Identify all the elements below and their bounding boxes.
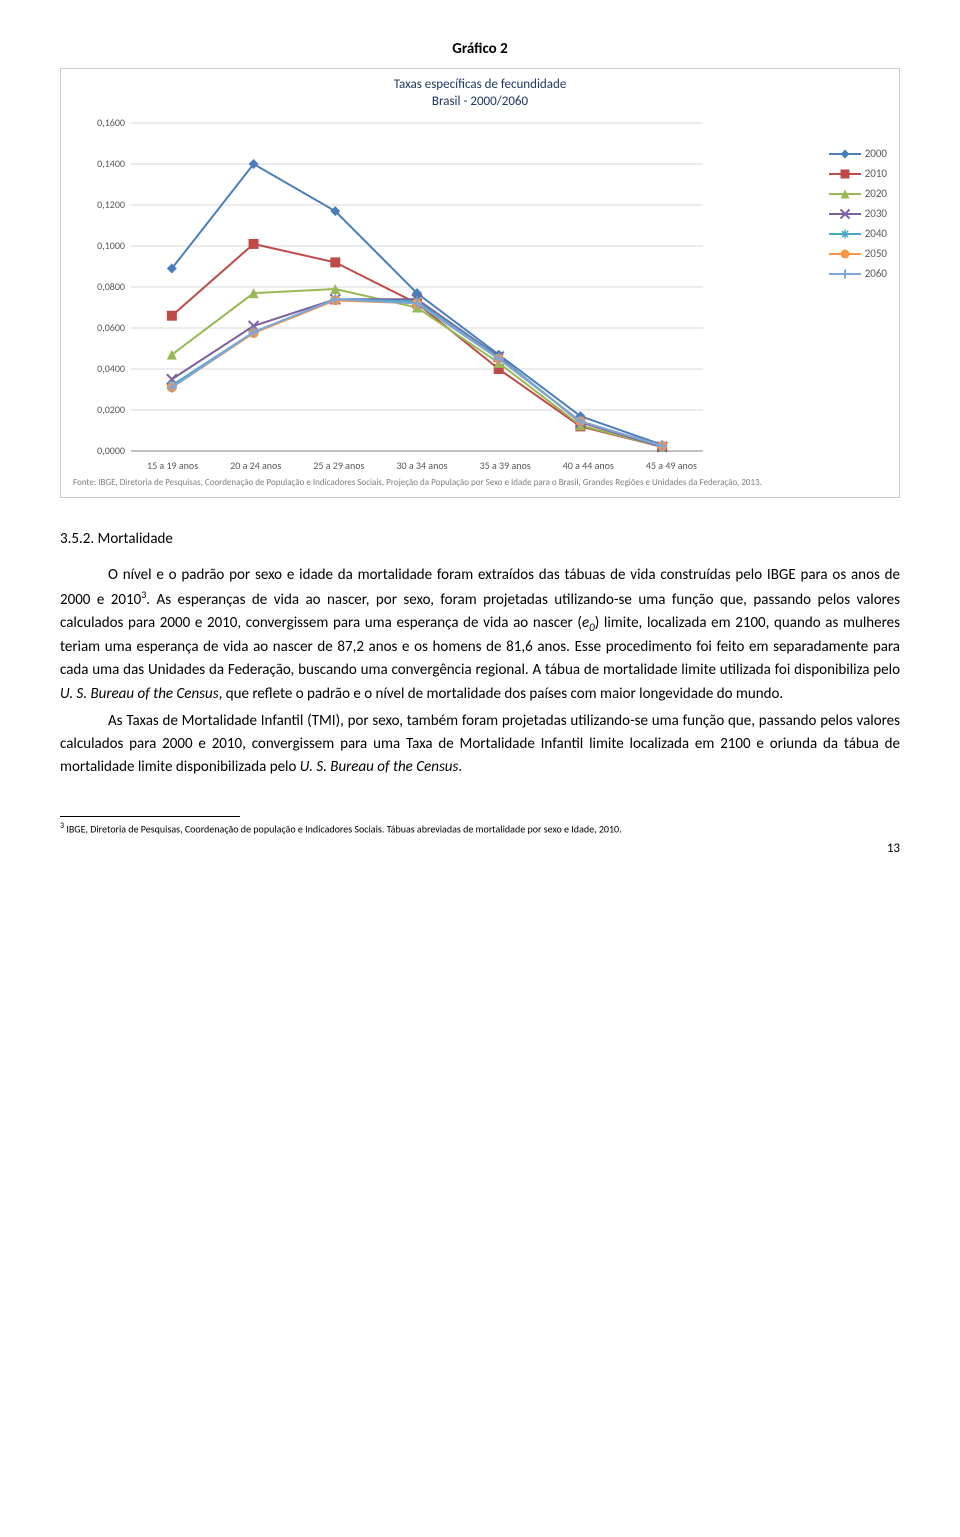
- legend-label: 2040: [865, 227, 887, 240]
- x-axis-labels: 15 a 19 anos20 a 24 anos25 a 29 anos30 a…: [73, 459, 713, 472]
- p2-text-b: .: [458, 758, 462, 776]
- page-number: 13: [60, 841, 900, 856]
- legend-item: 2060: [829, 267, 887, 281]
- p2-emphasis-1: U. S. Bureau of the Census: [300, 758, 459, 776]
- chart-title-line2: Brasil - 2000/2060: [432, 94, 528, 109]
- svg-text:0,1000: 0,1000: [97, 239, 125, 252]
- x-tick-label: 35 a 39 anos: [464, 459, 547, 472]
- legend-label: 2060: [865, 267, 887, 280]
- legend-item: 2010: [829, 167, 887, 181]
- x-tick-label: 30 a 34 anos: [380, 459, 463, 472]
- legend-label: 2000: [865, 147, 887, 160]
- paragraph-1: O nível e o padrão por sexo e idade da m…: [60, 564, 900, 706]
- chart-title: Taxas específicas de fecundidade Brasil …: [73, 77, 887, 111]
- footnote: 3 IBGE, Diretoria de Pesquisas, Coordena…: [60, 821, 900, 835]
- p1-text-d: , que reflete o padrão e o nível de mort…: [219, 685, 784, 703]
- legend-label: 2020: [865, 187, 887, 200]
- legend-label: 2030: [865, 207, 887, 220]
- chart-container: Taxas específicas de fecundidade Brasil …: [60, 68, 900, 498]
- footnote-rule: [60, 816, 240, 817]
- p2-text-a: As Taxas de Mortalidade Infantil (TMI), …: [60, 712, 900, 777]
- x-tick-label: 20 a 24 anos: [214, 459, 297, 472]
- legend-item: 2000: [829, 147, 887, 161]
- svg-text:0,1200: 0,1200: [97, 198, 125, 211]
- svg-text:0,1600: 0,1600: [97, 117, 125, 129]
- chart-source-note: Fonte: IBGE, Diretoria de Pesquisas, Coo…: [73, 478, 887, 489]
- figure-title: Gráfico 2: [60, 40, 900, 58]
- x-tick-label: 25 a 29 anos: [297, 459, 380, 472]
- line-chart-svg: 0,0000 0,0200 0,0400 0,0600 0,0800 0,1000 0,12…: [73, 117, 713, 457]
- x-tick-label: 40 a 44 anos: [547, 459, 630, 472]
- legend-item: 2050: [829, 247, 887, 261]
- x-tick-label: 15 a 19 anos: [131, 459, 214, 472]
- legend-label: 2010: [865, 167, 887, 180]
- chart-legend: 2000 2010 2020 2030 2040 2050 2060: [829, 147, 887, 287]
- legend-item: 2040: [829, 227, 887, 241]
- p1-emphasis-1: U. S. Bureau of the Census: [60, 685, 219, 703]
- svg-text:0,1400: 0,1400: [97, 157, 125, 170]
- svg-text:0,0200: 0,0200: [97, 403, 125, 416]
- svg-text:0,0400: 0,0400: [97, 362, 125, 375]
- legend-item: 2030: [829, 207, 887, 221]
- x-tick-label: 45 a 49 anos: [630, 459, 713, 472]
- svg-text:0,0600: 0,0600: [97, 321, 125, 334]
- chart-plot-area: 0,0000 0,0200 0,0400 0,0600 0,0800 0,1000 0,12…: [73, 117, 811, 472]
- svg-text:0,0000: 0,0000: [97, 444, 125, 457]
- legend-item: 2020: [829, 187, 887, 201]
- paragraph-2: As Taxas de Mortalidade Infantil (TMI), …: [60, 710, 900, 780]
- legend-label: 2050: [865, 247, 887, 260]
- svg-text:0,0800: 0,0800: [97, 280, 125, 293]
- chart-title-line1: Taxas específicas de fecundidade: [394, 77, 567, 92]
- section-heading: 3.5.2. Mortalidade: [60, 530, 900, 548]
- footnote-text: IBGE, Diretoria de Pesquisas, Coordenaçã…: [64, 822, 622, 835]
